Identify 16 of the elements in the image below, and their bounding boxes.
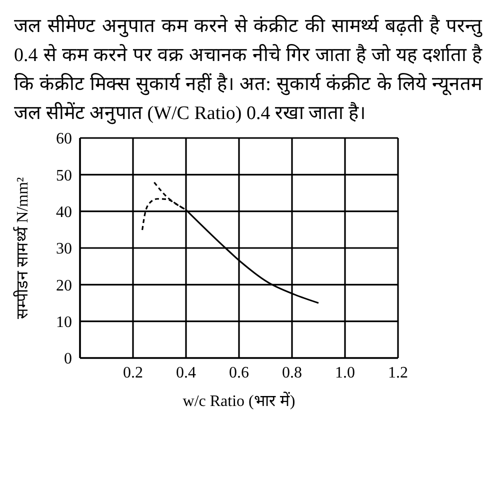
- y-tick-label: 20: [56, 277, 72, 294]
- x-tick-label: 1.2: [388, 364, 408, 382]
- y-tick-label: 30: [56, 240, 72, 258]
- x-tick-label: 0.8: [282, 364, 302, 382]
- y-tick-label: 10: [56, 314, 72, 332]
- chart-title: जल सीमेण्ट अनुपात कम करने से कंक्रीट की सामर्थ्य बढ़ती है परन्तु 0.4 से कम करने पर वक्र अचानक नीचे गिर जाता है जो यह दर्शाता है कि कंक्रीट मिक्स सुकार्य नहीं है। अत: सुकार्य कंक्रीट के लिये न्यूनतम जल सीमेंट अनुपात (W/C Ratio) 0.4 रखा जाता है।: [13, 14, 484, 126]
- y-axis-title: सम्पीडन सामर्थ्य N/mm²: [12, 176, 32, 319]
- x-tick-label: 0.4: [176, 364, 196, 382]
- x-tick-label: 1.0: [335, 364, 355, 382]
- x-axis-title: w/c Ratio (भार में): [182, 391, 296, 410]
- y-tick-label: 50: [56, 167, 72, 184]
- x-tick-label: 0.2: [123, 364, 143, 382]
- y-tick-label: 60: [56, 130, 72, 148]
- y-tick-label: 0: [64, 350, 72, 368]
- y-tick-label: 40: [56, 204, 72, 222]
- x-tick-label: 0.6: [229, 364, 249, 382]
